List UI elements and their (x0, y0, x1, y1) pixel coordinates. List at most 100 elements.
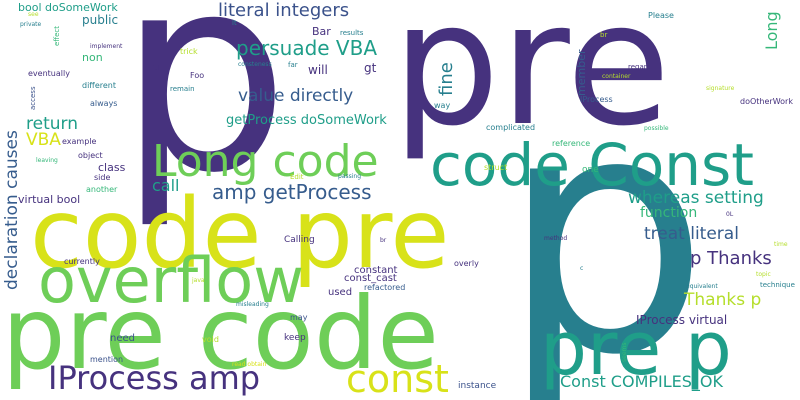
word: Long code (152, 136, 379, 187)
word: declaration causes (2, 130, 22, 290)
word: bool doSomeWork (18, 1, 118, 14)
word: call (152, 176, 180, 195)
word: struct (484, 163, 508, 172)
word: way (434, 101, 451, 110)
word: eventually (28, 69, 70, 78)
word: br (380, 237, 387, 244)
word: function (640, 205, 698, 221)
word: object (78, 151, 103, 160)
word: whereas setting (628, 188, 764, 208)
word: used (328, 287, 353, 298)
word: instance (458, 381, 497, 391)
word: p Thanks (690, 248, 772, 269)
word: refactored (364, 283, 406, 292)
word: results (340, 29, 364, 37)
word: far (288, 61, 298, 69)
word: pre (392, 0, 671, 164)
word: br (600, 31, 608, 39)
word: p (118, 0, 290, 232)
word: time (774, 241, 788, 248)
word: private (20, 21, 42, 28)
word: gt (364, 61, 377, 75)
word: equivalent (686, 283, 718, 290)
word: read obtain (232, 361, 267, 368)
word: IProcess virtual (636, 313, 728, 327)
word: need (110, 333, 135, 344)
word: code Const (430, 131, 755, 199)
word: reference (552, 139, 591, 148)
word: pre code (2, 275, 439, 392)
word: overly (454, 259, 479, 268)
word: complicated (486, 123, 536, 132)
word: VBA (26, 130, 61, 150)
word: one (582, 165, 599, 175)
word: access (29, 86, 37, 110)
word: keep (284, 333, 306, 343)
word: container (602, 73, 631, 80)
word: 0L (726, 211, 734, 218)
word: full (152, 65, 162, 72)
word: Foo (190, 71, 205, 80)
word: code pre (30, 178, 450, 290)
word: will (308, 63, 328, 77)
word: always (90, 99, 118, 108)
word: possible (644, 125, 669, 132)
word: Calling (284, 235, 315, 245)
word: signature (706, 85, 735, 92)
word: const (346, 357, 449, 400)
word: class (98, 161, 126, 174)
word: implement (90, 43, 123, 50)
word: different (82, 81, 116, 90)
word: non (82, 51, 103, 64)
word: c (580, 265, 584, 272)
word: misleading (236, 301, 269, 308)
word: Long (762, 11, 781, 50)
word: consteness (238, 61, 272, 68)
word: method (544, 235, 568, 242)
word: p (500, 43, 710, 400)
word: Please (648, 11, 674, 20)
word: fine (436, 62, 457, 96)
word: return (26, 114, 78, 134)
word: overflow (38, 244, 304, 317)
word: void (202, 335, 219, 344)
word: literal integers (218, 0, 350, 21)
word: value directly (238, 86, 354, 106)
word: effect (53, 25, 61, 46)
word: public (82, 13, 119, 27)
word: leaving (36, 157, 58, 164)
word: Edit (290, 173, 304, 181)
word: Thanks p (684, 290, 762, 310)
word: constant (354, 265, 398, 276)
word: example (62, 137, 97, 146)
word: const_cast (344, 273, 397, 284)
word: see (28, 11, 39, 18)
word: mention (90, 355, 124, 364)
word: lt (232, 19, 237, 27)
word: another (86, 185, 118, 194)
word: may (290, 313, 308, 322)
word: topic (756, 271, 771, 278)
word: doOtherWork (740, 97, 793, 106)
word: trick (180, 47, 198, 56)
word: getProcess doSomeWork (226, 113, 387, 128)
word: passing (338, 173, 362, 180)
word: Bar (312, 25, 331, 38)
word: treat literal (644, 224, 739, 244)
word: side (94, 173, 111, 182)
word: remain (170, 85, 195, 93)
word: Const COMPILES_OK (560, 372, 723, 391)
word: java (192, 277, 205, 284)
word: regard (628, 63, 651, 71)
word: amp getProcess (212, 180, 372, 204)
word: IProcess (580, 95, 613, 104)
word: member (575, 49, 588, 96)
word: persuade VBA (236, 36, 378, 60)
word: currently (64, 257, 100, 266)
word: seems (621, 342, 628, 362)
word: technique (760, 281, 795, 289)
word: pre p (540, 306, 732, 392)
word: IProcess amp (48, 359, 261, 397)
word: virtual bool (18, 193, 81, 206)
